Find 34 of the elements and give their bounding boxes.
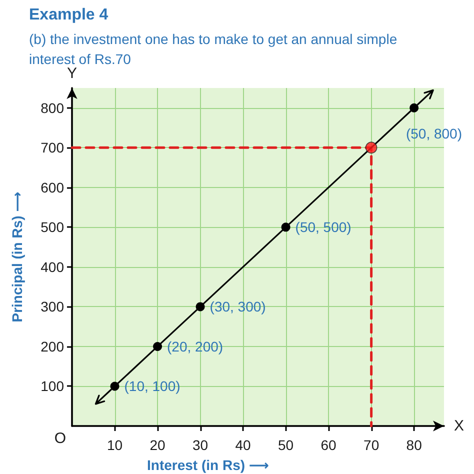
data-label: (50, 800) [406, 125, 462, 142]
chart-subtitle: (b) the investment one has to make to get an annual simple interest of Rs.70 [29, 31, 401, 67]
y-tick-label: 400 [40, 258, 64, 275]
y-tick-label: 300 [40, 298, 64, 315]
point [110, 382, 120, 391]
data-label: (50, 500) [295, 219, 352, 236]
point [365, 142, 378, 154]
text: O [54, 430, 66, 447]
data-label: (10, 100) [124, 378, 180, 394]
x-tick-label: 70 [364, 437, 380, 453]
x-tick-label: 80 [406, 437, 422, 453]
y-tick-label: 100 [40, 378, 64, 394]
point [281, 222, 290, 232]
y-tick-label: 600 [40, 179, 64, 196]
x-tick-label: 30 [192, 437, 208, 453]
data-label: (20, 200) [167, 338, 224, 354]
x-tick-label: 20 [150, 437, 166, 453]
y-tick-label: 700 [40, 140, 64, 156]
x-tick-label: 50 [278, 437, 294, 453]
x-tick-label: 40 [235, 437, 252, 453]
point [410, 103, 419, 112]
y-tick-label: 200 [40, 338, 64, 354]
y-axis-title: Principal (in Rs) ⟶ [9, 192, 25, 322]
y-tick-label: 800 [40, 100, 64, 116]
x-tick-label: 10 [106, 437, 123, 453]
point [153, 342, 162, 351]
y-tick-label: 500 [40, 219, 64, 236]
data-label: (30, 300) [210, 298, 266, 315]
x-axis-title: Interest (in Rs) ⟶ [147, 457, 269, 473]
point [196, 302, 205, 312]
chart-title: Example 4 [29, 6, 108, 24]
text: X [454, 418, 464, 434]
text: Y [66, 65, 78, 82]
x-tick-label: 60 [320, 437, 337, 453]
